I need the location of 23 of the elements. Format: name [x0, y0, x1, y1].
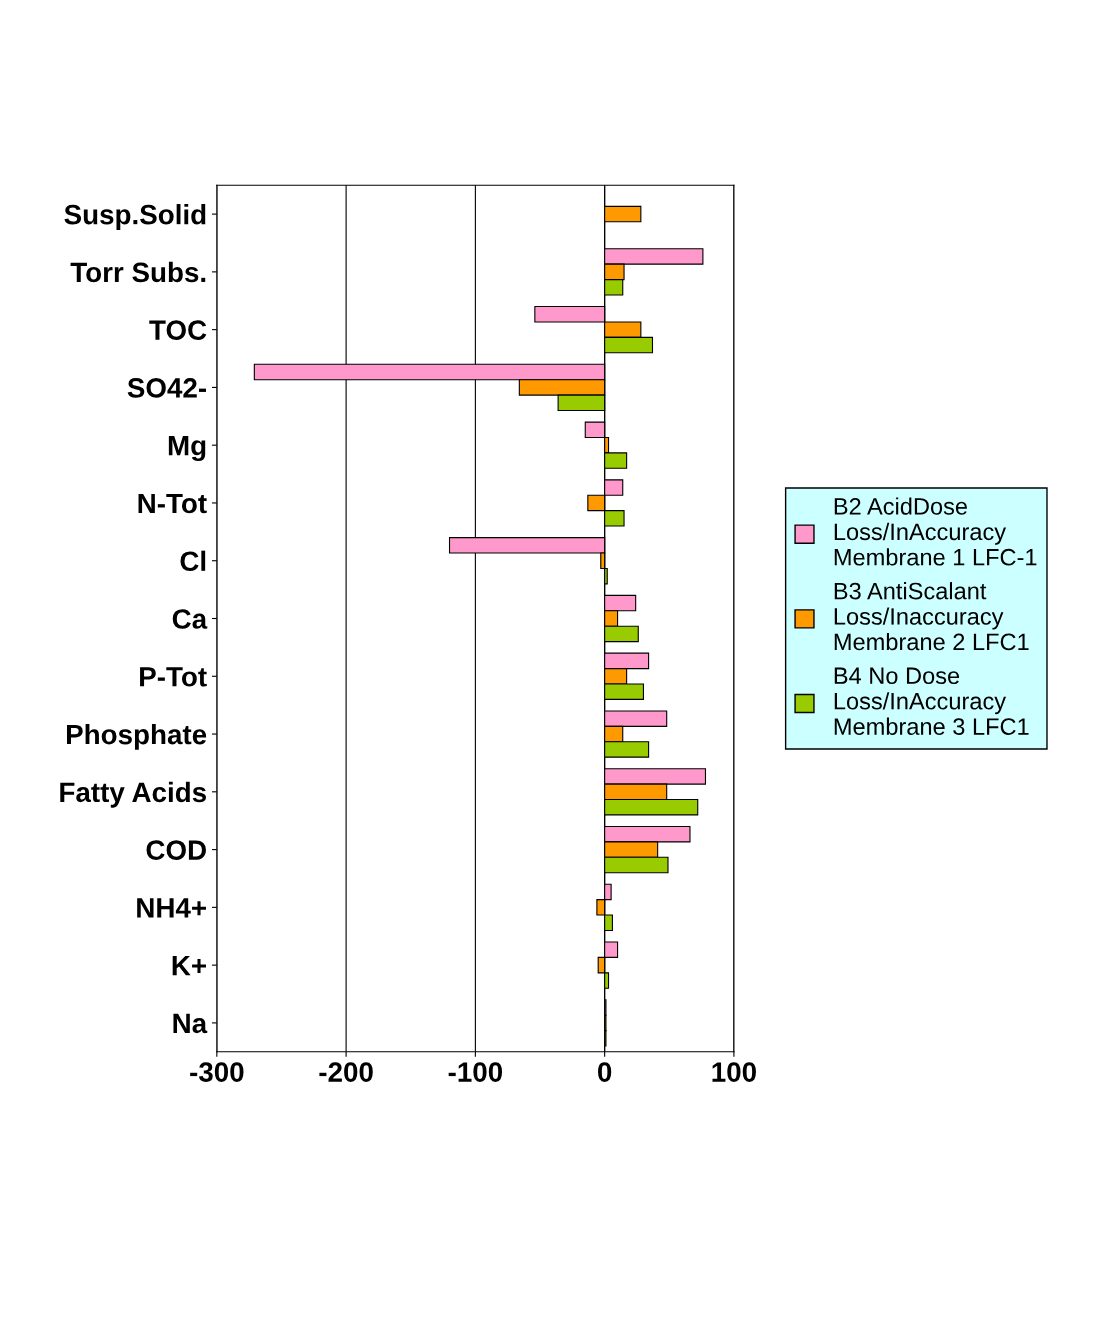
y-tick-label: P-Tot [140, 667, 207, 687]
y-tick-label: Mg [168, 436, 206, 462]
legend-label: B3 AntiScalant Loss/Inaccuracy Membrane 2 LFC1 [834, 582, 1029, 651]
x-tick-label: -100 [448, 1062, 503, 1082]
y-tick-label: Na [173, 1013, 208, 1034]
y-tick-label: Ca [172, 609, 208, 629]
y-tick-label: SO42- [127, 378, 207, 398]
y-tick-label: Fatty Acids [60, 781, 206, 808]
y-tick-label: Torr Subs. [70, 261, 206, 283]
y-tick-label: TOC [149, 320, 207, 340]
y-tick-label: K+ [172, 956, 206, 976]
y-tick-label: Susp.Solid [64, 204, 206, 230]
y-tick-label: COD [146, 840, 206, 860]
x-tick-label: 0 [598, 1062, 612, 1082]
y-tick-label: NH4+ [137, 898, 206, 918]
legend-label: B4 No Dose Loss/InAccuracy Membrane 3 LFC1 [834, 667, 1029, 735]
x-tick-label: 100 [712, 1062, 756, 1082]
x-tick-label: -200 [319, 1062, 373, 1082]
x-tick-label: -300 [190, 1062, 244, 1082]
y-tick-label: N-Tot [138, 493, 207, 514]
y-tick-label: Cl [180, 550, 206, 572]
y-tick-label: Phosphate [66, 723, 207, 750]
legend-label: B2 AcidDose Loss/InAccuracy Membrane 1 LFC-1 [834, 497, 1037, 566]
